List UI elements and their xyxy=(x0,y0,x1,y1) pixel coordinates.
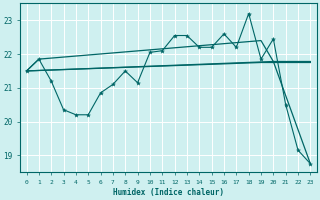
X-axis label: Humidex (Indice chaleur): Humidex (Indice chaleur) xyxy=(113,188,224,197)
